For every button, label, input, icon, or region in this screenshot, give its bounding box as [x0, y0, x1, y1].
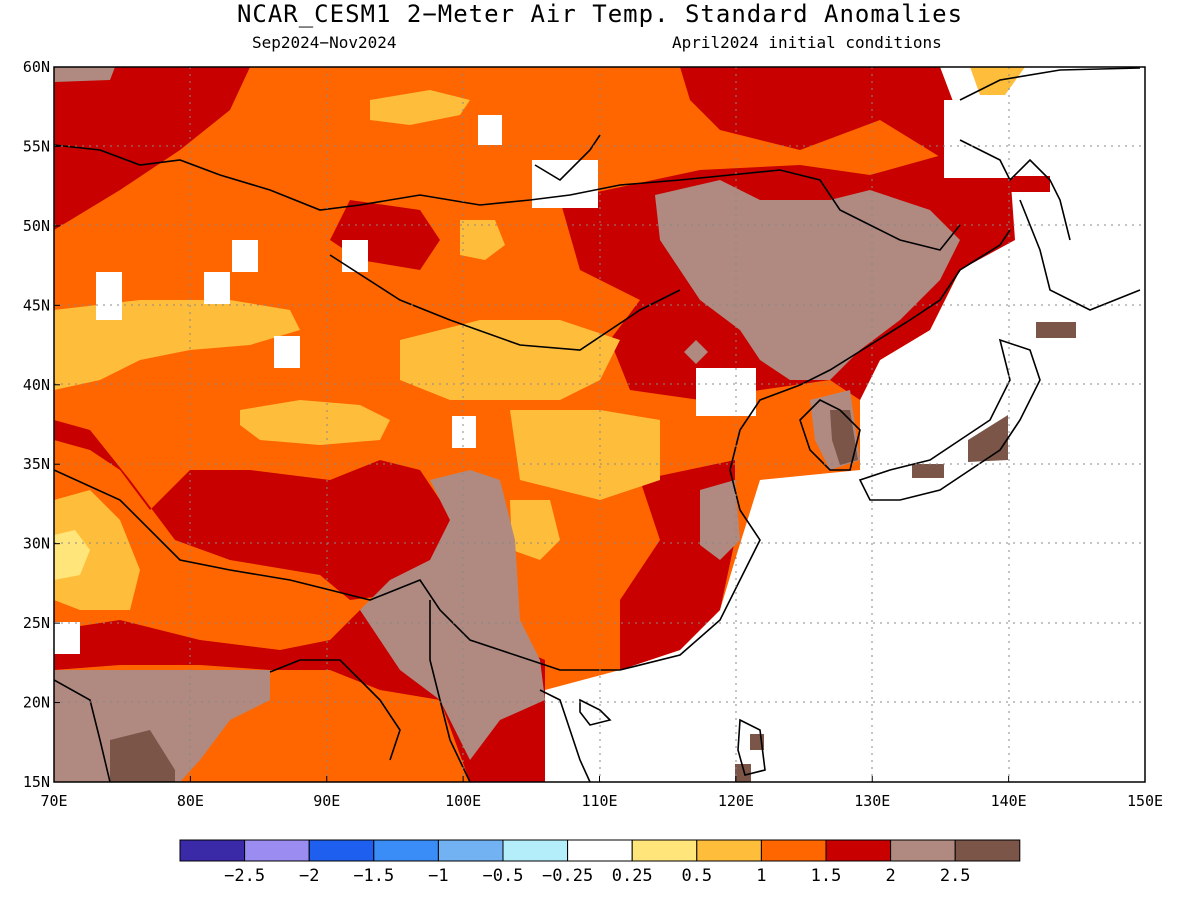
anomaly-region-1.5-2: [1002, 176, 1050, 192]
anomaly-region-0.5-1: [370, 90, 470, 125]
colorbar-swatch: [308, 839, 375, 862]
colorbar-swatch: [373, 839, 439, 862]
latitude-tick-label: 45N: [23, 296, 50, 314]
colorbar-swatch: [437, 839, 504, 862]
colorbar-labels: −2.5 −2 −1.5 −1 −0.5 −0.25 0.25 0.5 1 1.5 2 2.5: [224, 866, 970, 886]
latitude-tick-label: 40N: [23, 376, 50, 394]
anomaly-region-0.5-1: [510, 500, 560, 560]
colorbar-swatch: [179, 839, 246, 862]
anomaly-region-above-2.5: [912, 464, 944, 478]
anomaly-region-0.5-1: [510, 410, 660, 500]
anomaly-field: [54, 67, 1145, 782]
anomaly-region-2-2.5: [684, 340, 708, 364]
colorbar-label: 2.5: [940, 866, 971, 886]
anomaly-region-1.5-2: [54, 67, 250, 230]
longitude-tick-label: 90E: [313, 792, 340, 810]
anomaly-region-above-2.5: [110, 730, 175, 782]
colorbar-swatch: [567, 839, 633, 862]
colorbar-swatch: [696, 839, 762, 862]
colorbar: [179, 839, 1021, 862]
latitude-tick-label: 30N: [23, 535, 50, 553]
longitude-tick-label: 150E: [1127, 792, 1163, 810]
coastlines-borders: [54, 67, 1141, 782]
anomaly-region-above-2.5: [830, 410, 858, 465]
longitude-tick-label: 70E: [40, 792, 67, 810]
longitude-tick-label: 80E: [177, 792, 204, 810]
masked-cells: [54, 100, 1014, 654]
longitude-labels: 70E 80E 90E 100E 110E 120E 130E 140E 150E: [40, 776, 1163, 810]
anomaly-region-2-2.5: [655, 180, 960, 380]
initial-conditions-label: April2024 initial conditions: [672, 33, 942, 52]
anomaly-region-0.5-1: [400, 320, 620, 400]
anomaly-region-above-2.5: [1036, 322, 1076, 338]
colorbar-label: 0.25: [612, 866, 653, 886]
latitude-labels: 60N 55N 50N 45N 40N 35N 30N 25N 20N 15N: [23, 58, 60, 791]
latitude-tick-label: 60N: [23, 58, 50, 76]
colorbar-label: −0.25: [542, 866, 593, 886]
anomaly-region-1.5-2: [54, 420, 470, 600]
colorbar-label: 1: [756, 866, 766, 886]
latitude-tick-label: 50N: [23, 217, 50, 235]
colorbar-swatch: [825, 839, 892, 862]
gridlines: [54, 67, 1145, 782]
colorbar-label: 1.5: [811, 866, 842, 886]
anomaly-region-0.5-1: [240, 400, 390, 445]
anomaly-region-2-2.5: [360, 470, 545, 760]
colorbar-label: −2: [299, 866, 319, 886]
colorbar-label: −2.5: [224, 866, 265, 886]
colorbar-swatch: [502, 839, 569, 862]
colorbar-swatch: [890, 839, 956, 862]
longitude-tick-label: 120E: [718, 792, 754, 810]
longitude-tick-label: 130E: [854, 792, 890, 810]
longitude-tick-label: 110E: [581, 792, 617, 810]
anomaly-region-1.5-2: [680, 67, 960, 160]
anomaly-region-0.5-1: [460, 220, 505, 260]
anomaly-region-2-2.5: [54, 67, 115, 82]
latitude-tick-label: 15N: [23, 773, 50, 791]
longitude-tick-label: 100E: [445, 792, 481, 810]
colorbar-swatch: [244, 839, 310, 862]
colorbar-swatch: [631, 839, 698, 862]
latitude-tick-label: 25N: [23, 614, 50, 632]
season-label: Sep2024−Nov2024: [252, 33, 397, 52]
chart-title: NCAR_CESM1 2−Meter Air Temp. Standard An…: [236, 0, 964, 28]
colorbar-swatch: [760, 839, 827, 862]
anomaly-region-above-2.5: [735, 764, 751, 782]
colorbar-label: −1: [428, 866, 448, 886]
colorbar-label: −0.5: [483, 866, 524, 886]
latitude-tick-label: 55N: [23, 137, 50, 155]
anomaly-region-2-2.5: [700, 480, 740, 560]
colorbar-label: 2: [885, 866, 895, 886]
anomaly-region-0.5-1: [54, 490, 140, 610]
latitude-tick-label: 20N: [23, 694, 50, 712]
colorbar-label: 0.5: [681, 866, 712, 886]
anomaly-region-2-2.5: [54, 670, 270, 782]
latitude-tick-label: 35N: [23, 455, 50, 473]
colorbar-swatch: [954, 839, 1021, 862]
colorbar-label: −1.5: [353, 866, 394, 886]
anomaly-region-above-2.5: [968, 415, 1008, 462]
longitude-tick-label: 140E: [991, 792, 1027, 810]
anomaly-region-0.5-1: [54, 300, 300, 390]
